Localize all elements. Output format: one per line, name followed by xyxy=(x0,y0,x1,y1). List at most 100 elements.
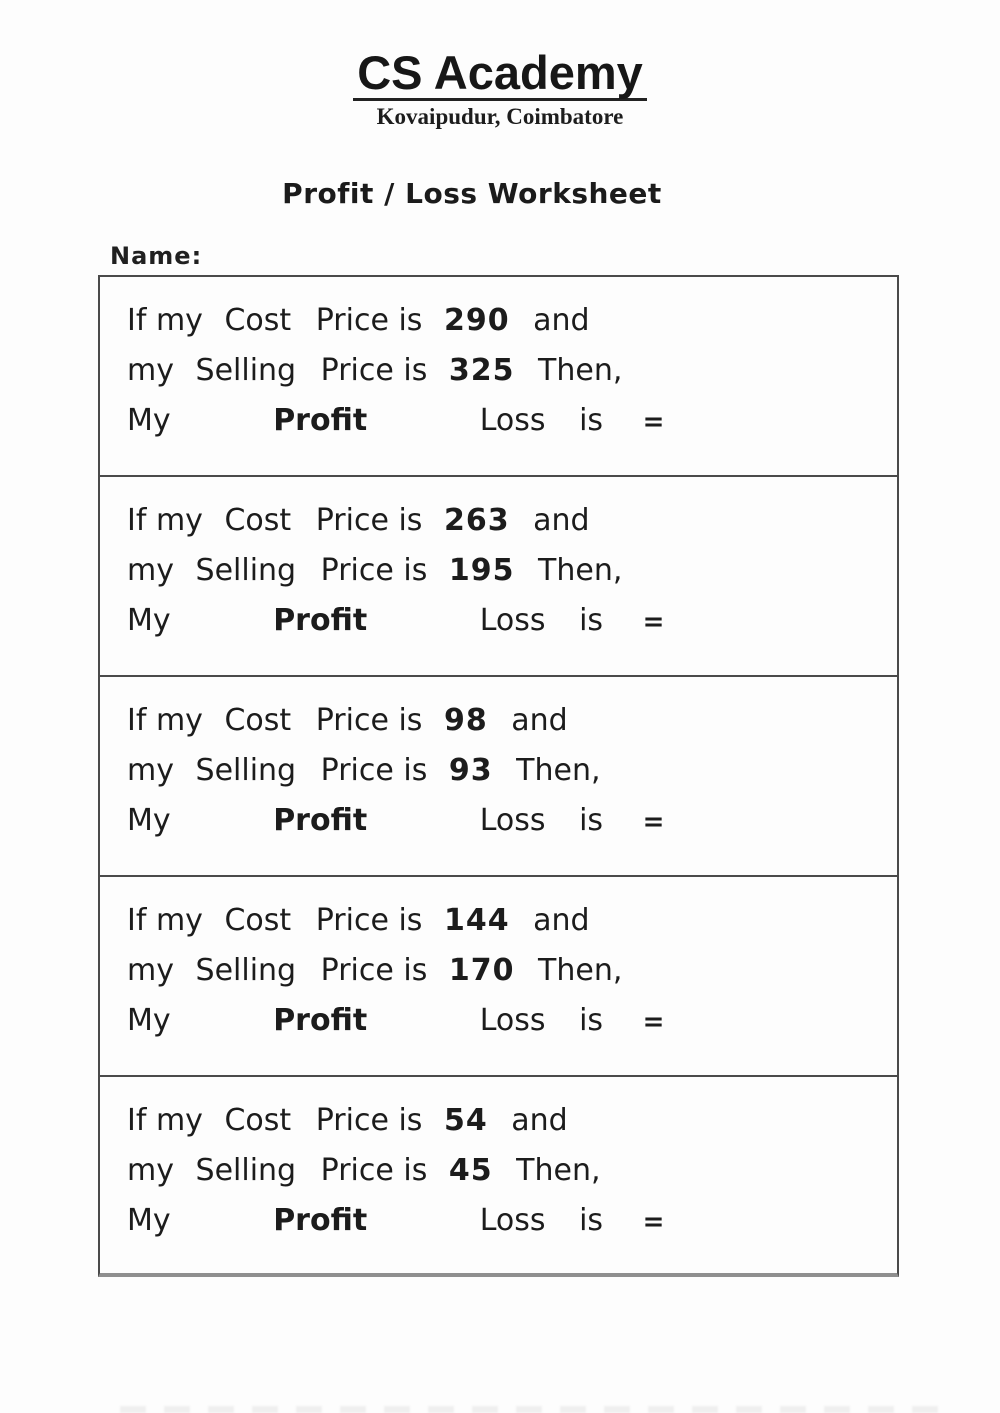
line1-price-is: Price is xyxy=(315,1103,423,1138)
cost-price-line: If my Cost Price is 54 and xyxy=(127,1096,887,1146)
problem-box: If my Cost Price is 98 and my Selling Pr… xyxy=(98,675,899,877)
line1-end: and xyxy=(533,303,590,338)
answer-is: is xyxy=(579,803,604,838)
answer-line: My Profit Loss is = xyxy=(127,396,887,447)
answer-line: My Profit Loss is = xyxy=(127,596,887,647)
school-logo-text: CS Academy xyxy=(353,48,647,102)
answer-line: My Profit Loss is = xyxy=(127,996,887,1047)
line2-start: my xyxy=(127,953,174,988)
line1-cost: Cost xyxy=(224,703,292,738)
selling-price-line: my Selling Price is 170 Then, xyxy=(127,946,887,996)
line2-start: my xyxy=(127,353,174,388)
equals-sign: = xyxy=(642,1007,665,1037)
answer-my: My xyxy=(127,1003,171,1038)
line1-cost: Cost xyxy=(224,903,292,938)
equals-sign: = xyxy=(642,607,665,637)
selling-price-line: my Selling Price is 195 Then, xyxy=(127,546,887,596)
line1-cost: Cost xyxy=(224,1103,292,1138)
equals-sign: = xyxy=(642,807,665,837)
line2-start: my xyxy=(127,753,174,788)
line2-selling: Selling xyxy=(195,353,297,388)
answer-my: My xyxy=(127,403,171,438)
answer-my: My xyxy=(127,803,171,838)
selling-price-line: my Selling Price is 325 Then, xyxy=(127,346,887,396)
line2-start: my xyxy=(127,553,174,588)
line1-price-is: Price is xyxy=(315,703,423,738)
cost-price-line: If my Cost Price is 263 and xyxy=(127,496,887,546)
selling-price-value: 325 xyxy=(448,353,515,388)
worksheet-title: Profit / Loss Worksheet xyxy=(282,177,662,211)
name-label: Name: xyxy=(110,242,203,271)
cost-price-line: If my Cost Price is 144 and xyxy=(127,896,887,946)
selling-price-value: 93 xyxy=(448,753,493,788)
cost-price-line: If my Cost Price is 290 and xyxy=(127,296,887,346)
answer-option-loss: Loss xyxy=(479,1203,546,1238)
line1-cost: Cost xyxy=(224,503,292,538)
line1-start: If my xyxy=(127,1103,203,1138)
line1-cost: Cost xyxy=(224,303,292,338)
problem-box: If my Cost Price is 263 and my Selling P… xyxy=(98,475,899,677)
selling-price-value: 195 xyxy=(448,553,515,588)
problem-box: If my Cost Price is 290 and my Selling P… xyxy=(98,275,899,477)
cost-price-value: 98 xyxy=(443,703,488,738)
answer-is: is xyxy=(579,403,604,438)
line2-end: Then, xyxy=(516,753,601,788)
name-row: Name: xyxy=(0,242,1000,270)
problems-stack: If my Cost Price is 290 and my Selling P… xyxy=(98,275,899,1277)
school-header: CS Academy Kovaipudur, Coimbatore xyxy=(0,0,1000,130)
line2-end: Then, xyxy=(538,953,623,988)
line1-end: and xyxy=(533,503,590,538)
line2-end: Then, xyxy=(538,553,623,588)
answer-is: is xyxy=(579,603,604,638)
answer-option-profit: Profit xyxy=(273,803,368,838)
answer-my: My xyxy=(127,1203,171,1238)
cost-price-value: 263 xyxy=(443,503,510,538)
cost-price-value: 54 xyxy=(443,1103,488,1138)
line2-selling: Selling xyxy=(195,753,297,788)
line2-start: my xyxy=(127,1153,174,1188)
answer-is: is xyxy=(579,1003,604,1038)
line2-end: Then, xyxy=(538,353,623,388)
line1-start: If my xyxy=(127,903,203,938)
answer-option-loss: Loss xyxy=(479,403,546,438)
line1-price-is: Price is xyxy=(315,503,423,538)
line1-price-is: Price is xyxy=(315,303,423,338)
problem-box: If my Cost Price is 54 and my Selling Pr… xyxy=(98,1075,899,1277)
equals-sign: = xyxy=(642,407,665,437)
selling-price-line: my Selling Price is 93 Then, xyxy=(127,746,887,796)
line2-price-is: Price is xyxy=(320,753,428,788)
line1-price-is: Price is xyxy=(315,903,423,938)
answer-is: is xyxy=(579,1203,604,1238)
answer-option-loss: Loss xyxy=(479,603,546,638)
answer-line: My Profit Loss is = xyxy=(127,796,887,847)
line2-price-is: Price is xyxy=(320,1153,428,1188)
line1-end: and xyxy=(511,703,568,738)
cost-price-value: 290 xyxy=(443,303,510,338)
line2-price-is: Price is xyxy=(320,953,428,988)
line1-start: If my xyxy=(127,303,203,338)
answer-option-loss: Loss xyxy=(479,803,546,838)
selling-price-value: 45 xyxy=(448,1153,493,1188)
answer-option-loss: Loss xyxy=(479,1003,546,1038)
equals-sign: = xyxy=(642,1207,665,1237)
answer-option-profit: Profit xyxy=(273,1203,368,1238)
cut-off-text-artifact xyxy=(120,1406,940,1413)
answer-option-profit: Profit xyxy=(273,603,368,638)
line1-start: If my xyxy=(127,503,203,538)
line1-start: If my xyxy=(127,703,203,738)
cost-price-value: 144 xyxy=(443,903,510,938)
selling-price-line: my Selling Price is 45 Then, xyxy=(127,1146,887,1196)
school-location: Kovaipudur, Coimbatore xyxy=(376,104,624,130)
line2-price-is: Price is xyxy=(320,553,428,588)
line1-end: and xyxy=(511,1103,568,1138)
cost-price-line: If my Cost Price is 98 and xyxy=(127,696,887,746)
line2-selling: Selling xyxy=(195,953,297,988)
line2-price-is: Price is xyxy=(320,353,428,388)
line2-selling: Selling xyxy=(195,1153,297,1188)
line2-end: Then, xyxy=(516,1153,601,1188)
line1-end: and xyxy=(533,903,590,938)
problem-box: If my Cost Price is 144 and my Selling P… xyxy=(98,875,899,1077)
line2-selling: Selling xyxy=(195,553,297,588)
answer-my: My xyxy=(127,603,171,638)
